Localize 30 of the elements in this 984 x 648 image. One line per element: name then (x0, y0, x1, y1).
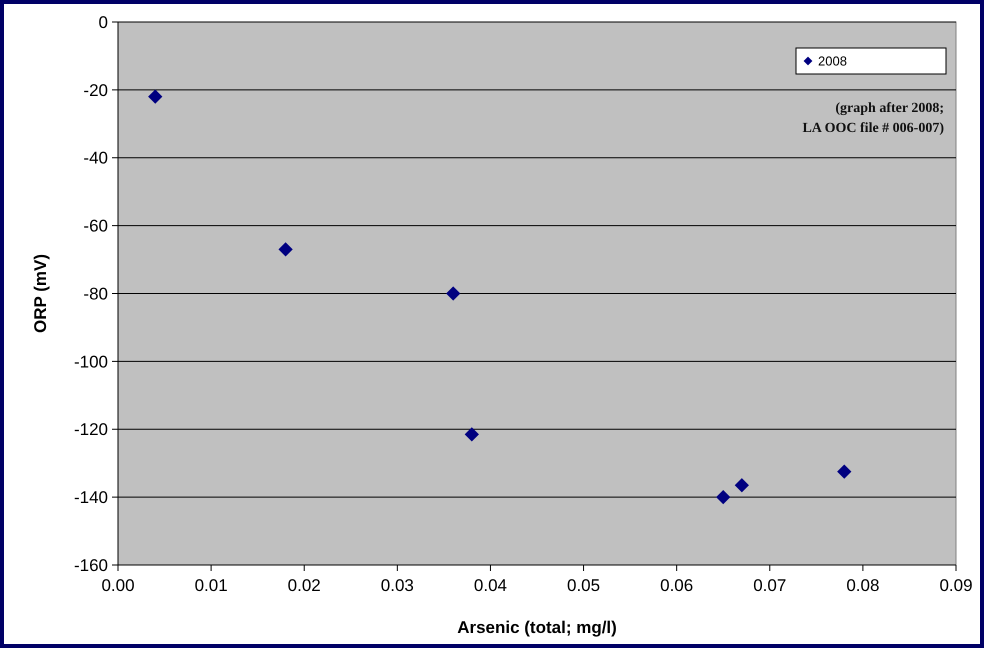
y-tick-label: -120 (74, 420, 108, 440)
point (734, 478, 749, 492)
y-tick-label: -60 (83, 216, 108, 236)
x-tick-label: 0.00 (101, 576, 135, 595)
point (148, 90, 162, 104)
x-tick-label: 0.04 (474, 576, 507, 595)
legend-label: 2008 (818, 54, 847, 69)
y-tick-label: -40 (83, 148, 108, 168)
point (716, 490, 730, 504)
y-tick-label: -100 (74, 352, 108, 372)
point (278, 242, 293, 257)
x-axis-title: Arsenic (total; mg/l) (457, 618, 617, 637)
x-tick-label: 0.07 (753, 576, 786, 595)
x-tick-label: 0.06 (660, 576, 694, 595)
x-tick-label: 0.03 (380, 576, 414, 595)
y-tick-label: 0 (98, 12, 108, 32)
x-tick-label: 0.01 (194, 576, 228, 595)
x-tick-label: 0.09 (939, 576, 973, 595)
annotation: (graph after 2008; LA OOC file # 006-007) (802, 101, 944, 136)
point (837, 464, 852, 479)
x-tick-label: 0.08 (846, 576, 880, 595)
y-tick-label: -140 (74, 488, 108, 508)
point (446, 286, 460, 301)
x-tick-label: 0.02 (288, 576, 321, 595)
y-tick-label: -160 (74, 556, 108, 575)
point (464, 427, 479, 442)
y-tick-label: -20 (83, 80, 108, 100)
x-tick-label: 0.05 (567, 576, 600, 595)
y-axis-title: ORP (mV) (31, 254, 50, 334)
y-tick-label: -80 (83, 284, 108, 304)
